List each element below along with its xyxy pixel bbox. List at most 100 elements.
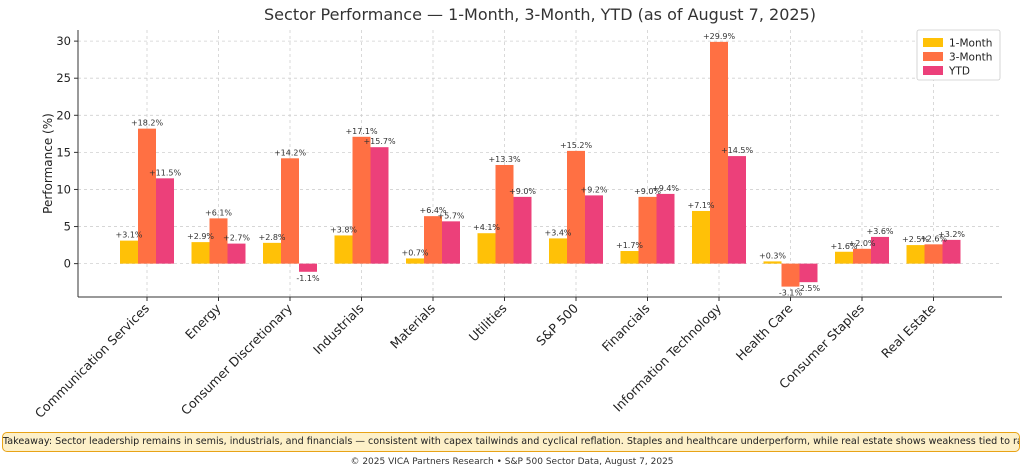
data-label: +9.4% xyxy=(652,184,679,193)
legend: 1-Month 3-Month YTD xyxy=(916,29,1001,81)
legend-swatch xyxy=(923,66,943,75)
y-tick-label: 15 xyxy=(56,145,71,159)
bar-1-month xyxy=(263,242,281,264)
sector-performance-chart: Sector Performance — 1-Month, 3-Month, Y… xyxy=(32,5,1002,421)
x-tick-label: S&P 500 xyxy=(533,300,581,348)
data-label: +3.6% xyxy=(866,227,893,236)
x-tick-label: Utilities xyxy=(466,301,510,345)
bar-3-month xyxy=(567,150,585,264)
bar-1-month xyxy=(334,235,353,264)
data-label: +9.0% xyxy=(509,187,536,196)
bar-ytd xyxy=(656,193,675,264)
bar-ytd xyxy=(585,195,603,264)
data-label: +0.7% xyxy=(401,248,428,257)
bar-1-month xyxy=(906,245,925,264)
data-label: +15.7% xyxy=(363,137,396,146)
data-label: +6.1% xyxy=(205,208,232,217)
bar-ytd xyxy=(156,178,174,264)
data-label: +11.5% xyxy=(149,168,182,177)
y-tick-label: 10 xyxy=(56,182,71,196)
bar-ytd xyxy=(442,221,460,264)
bar-3-month xyxy=(352,136,371,264)
legend-swatch xyxy=(923,52,943,61)
bar-ytd xyxy=(799,263,818,283)
data-label: +3.8% xyxy=(330,225,357,234)
bar-3-month xyxy=(281,158,299,264)
data-label: +4.1% xyxy=(473,223,500,232)
data-label: +14.5% xyxy=(721,146,754,155)
chart-title: Sector Performance — 1-Month, 3-Month, Y… xyxy=(264,5,816,24)
bar-1-month xyxy=(692,210,710,264)
y-tick-label: 20 xyxy=(56,108,71,122)
takeaway-note: Takeaway: Sector leadership remains in s… xyxy=(2,432,1020,452)
bar-3-month xyxy=(924,244,943,264)
data-label: +13.3% xyxy=(488,155,521,164)
bar-1-month xyxy=(763,261,782,264)
data-label: +15.2% xyxy=(560,141,593,150)
y-tick-label: 30 xyxy=(56,34,71,48)
data-label: +3.4% xyxy=(544,228,571,237)
data-label: +2.8% xyxy=(258,233,285,242)
data-label: +0.3% xyxy=(759,251,786,260)
data-label: +7.1% xyxy=(687,201,714,210)
bars xyxy=(120,41,961,287)
bar-ytd xyxy=(942,239,961,264)
data-label: +18.2% xyxy=(131,119,164,128)
bar-ytd xyxy=(513,196,532,264)
bar-3-month xyxy=(638,196,657,264)
data-label: +6.4% xyxy=(419,206,446,215)
bar-3-month xyxy=(710,41,728,264)
bar-1-month xyxy=(549,238,567,264)
legend-entry: 3-Month xyxy=(949,52,992,64)
bar-ytd xyxy=(299,263,317,272)
bar-3-month xyxy=(209,218,228,264)
legend-entry: YTD xyxy=(948,66,970,78)
data-label: +9.2% xyxy=(580,185,607,194)
y-axis-label: Performance (%) xyxy=(41,113,55,214)
data-label: +5.7% xyxy=(437,211,464,220)
x-tick-label: Communication Services xyxy=(32,301,152,421)
data-label: +3.2% xyxy=(938,230,965,239)
data-label: +17.1% xyxy=(345,127,378,136)
x-tick-label: Energy xyxy=(182,300,224,342)
data-label: +3.1% xyxy=(115,231,142,240)
bar-1-month xyxy=(477,233,496,264)
data-label: -1.1% xyxy=(296,274,320,283)
bar-1-month xyxy=(620,251,639,264)
data-label: +2.5% xyxy=(902,235,929,244)
bar-1-month xyxy=(835,251,853,264)
data-label: +2.7% xyxy=(223,234,250,243)
y-tick-label: 25 xyxy=(56,71,71,85)
bar-3-month xyxy=(495,164,514,264)
x-tick-label: Real Estate xyxy=(878,300,939,361)
data-label: +2.6% xyxy=(920,234,947,243)
data-label: +2.0% xyxy=(848,239,875,248)
bar-ytd xyxy=(871,236,889,264)
data-label: +1.7% xyxy=(616,241,643,250)
x-tick-label: Industrials xyxy=(310,301,367,358)
data-label: +2.9% xyxy=(187,232,214,241)
data-label: -3.1% xyxy=(779,289,803,298)
bar-3-month xyxy=(781,263,800,287)
x-tick-label: Materials xyxy=(387,301,438,352)
bar-1-month xyxy=(191,242,210,264)
bar-ytd xyxy=(728,156,746,264)
bar-ytd xyxy=(370,147,389,264)
bar-1-month xyxy=(406,258,424,264)
legend-swatch xyxy=(923,38,943,47)
footer-credit: © 2025 VICA Partners Research • S&P 500 … xyxy=(350,457,674,467)
y-tick-label: 0 xyxy=(64,257,71,271)
bar-3-month xyxy=(424,216,442,264)
bar-3-month xyxy=(853,248,871,264)
data-label: +29.9% xyxy=(703,32,736,41)
bar-ytd xyxy=(227,243,246,264)
bar-1-month xyxy=(120,240,138,264)
bar-3-month xyxy=(138,128,156,264)
data-label: +1.6% xyxy=(830,242,857,251)
x-tick-label: Financials xyxy=(599,301,653,355)
x-tick-label: Health Care xyxy=(733,300,796,363)
data-labels: +3.1% +2.9% +2.8% +3.8% +0.7% +4.1% +3.4% +1.7%… xyxy=(115,32,965,298)
data-label: +14.2% xyxy=(274,148,307,157)
data-label: +9.0% xyxy=(634,187,661,196)
y-tick-label: 5 xyxy=(64,220,71,234)
